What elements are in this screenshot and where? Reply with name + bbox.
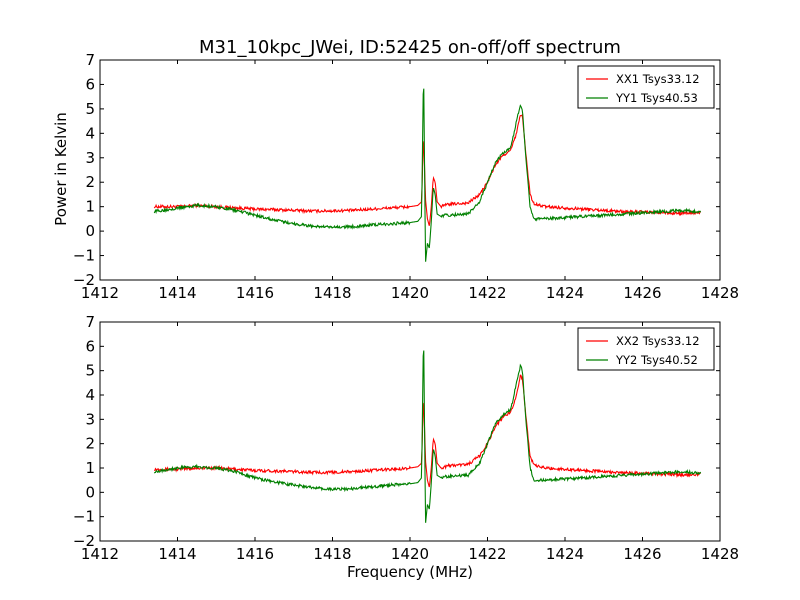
y-tick-label: 1: [85, 198, 95, 216]
y-axis-label: Power in Kelvin: [52, 112, 70, 226]
legend-label: XX2 Tsys33.12: [616, 334, 700, 348]
y-tick-label: 2: [85, 173, 95, 191]
y-tick-label: 0: [85, 483, 95, 501]
x-tick-label: 1414: [158, 545, 196, 563]
legend-label: YY2 Tsys40.52: [615, 353, 698, 367]
x-tick-label: 1416: [236, 545, 274, 563]
y-tick-label: 4: [85, 124, 95, 142]
legend: [577, 65, 715, 109]
x-tick-label: 1422: [468, 545, 506, 563]
y-tick-label: −1: [73, 508, 95, 526]
y-tick-label: −1: [73, 247, 95, 265]
x-tick-label: 1420: [391, 545, 429, 563]
chart-title: M31_10kpc_JWei, ID:52425 on-off/off spec…: [199, 37, 621, 58]
x-tick-label: 1418: [313, 284, 351, 302]
y-tick-label: 5: [85, 362, 95, 380]
x-tick-label: 1420: [391, 284, 429, 302]
y-tick-label: 1: [85, 459, 95, 477]
x-tick-label: 1428: [701, 545, 739, 563]
legend-label: XX1 Tsys33.12: [616, 72, 700, 86]
y-tick-label: 7: [85, 313, 95, 331]
x-axis-label: Frequency (MHz): [347, 563, 473, 581]
x-tick-label: 1426: [623, 545, 661, 563]
y-tick-label: 3: [85, 149, 95, 167]
x-tick-label: 1412: [81, 545, 119, 563]
y-tick-label: 4: [85, 386, 95, 404]
x-tick-label: 1424: [546, 545, 584, 563]
x-tick-label: 1428: [701, 284, 739, 302]
x-tick-label: 1414: [158, 284, 196, 302]
series-line-yy1: [153, 88, 702, 262]
y-tick-label: 2: [85, 435, 95, 453]
y-tick-label: 5: [85, 100, 95, 118]
x-tick-label: 1422: [468, 284, 506, 302]
y-tick-label: 3: [85, 410, 95, 428]
series-line-yy2: [153, 350, 702, 523]
legend-label: YY1 Tsys40.53: [615, 91, 698, 105]
y-tick-label: 6: [85, 337, 95, 355]
x-tick-label: 1426: [623, 284, 661, 302]
panel-2: 1412 1414 1416 1418 1420 1422 1424 1426 1428−2−1…: [73, 313, 739, 563]
series-line-xx1: [153, 113, 702, 226]
x-tick-label: 1412: [81, 284, 119, 302]
x-tick-label: 1418: [313, 545, 351, 563]
y-tick-label: −2: [73, 271, 95, 289]
series-line-xx2: [154, 374, 702, 488]
x-tick-label: 1416: [236, 284, 274, 302]
y-tick-label: 7: [85, 51, 95, 69]
panel-1: 1412 1414 1416 1418 1420 1422 1424 1426 1428−2−1…: [73, 51, 739, 302]
legend: [577, 327, 715, 371]
y-tick-label: 6: [85, 75, 95, 93]
y-tick-label: −2: [73, 532, 95, 550]
y-tick-label: 0: [85, 222, 95, 240]
x-tick-label: 1424: [546, 284, 584, 302]
